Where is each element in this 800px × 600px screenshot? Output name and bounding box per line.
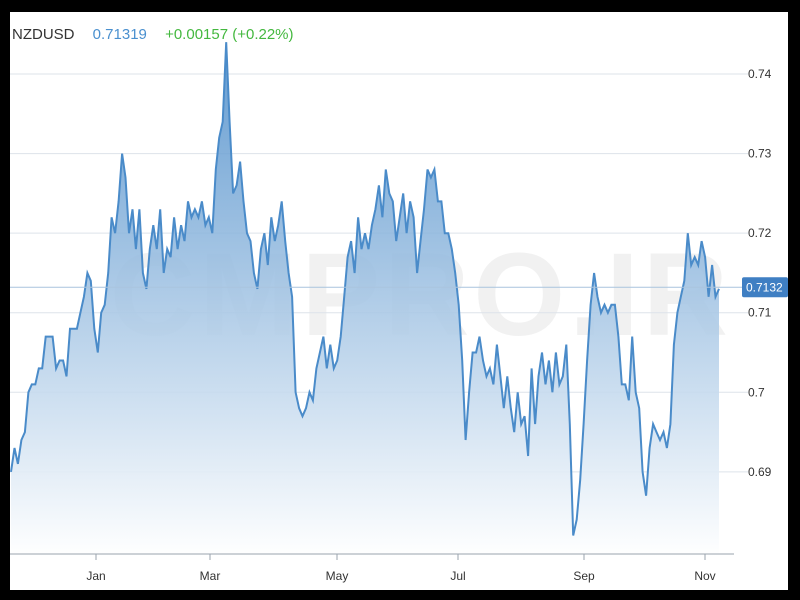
y-tick-label: 0.73 (748, 147, 772, 161)
y-axis: 0.69 0.7 0.71 0.72 0.73 0.74 (748, 67, 772, 479)
price-area (11, 42, 719, 557)
quote-header: NZDUSD 0.71319 +0.00157 (+0.22%) (12, 26, 308, 43)
price-change: +0.00157 (+0.22%) (165, 26, 294, 43)
current-price-value: 0.7132 (746, 280, 783, 294)
y-tick-label: 0.74 (748, 67, 772, 81)
x-tick-label: Nov (694, 569, 715, 583)
x-tick-label: May (326, 569, 349, 583)
price-chart[interactable]: 0.7132 0.69 0.7 0.71 0.72 0.73 0.74 Jan Mar May… (10, 12, 788, 590)
x-tick-label: Jul (450, 569, 465, 583)
symbol-label: NZDUSD (12, 26, 75, 43)
y-tick-label: 0.72 (748, 226, 772, 240)
y-tick-label: 0.71 (748, 306, 772, 320)
chart-panel: NZDUSD 0.71319 +0.00157 (+0.22%) CMPRO.I… (10, 12, 788, 590)
x-axis: Jan Mar May Jul Sep Nov (86, 554, 716, 583)
current-price-tag: 0.7132 (742, 277, 788, 298)
y-tick-label: 0.69 (748, 465, 772, 479)
x-tick-label: Mar (200, 569, 221, 583)
price-line (10, 42, 720, 536)
x-tick-label: Sep (573, 569, 595, 583)
last-price: 0.71319 (92, 26, 147, 43)
x-tick-label: Jan (86, 569, 105, 583)
y-tick-label: 0.7 (748, 385, 765, 399)
